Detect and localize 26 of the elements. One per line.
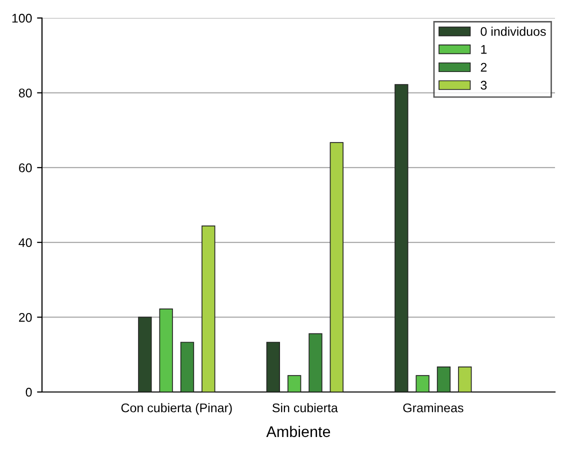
y-tick-label: 0 xyxy=(26,388,32,397)
bar xyxy=(138,316,152,392)
bar xyxy=(202,226,216,392)
bar xyxy=(416,375,430,392)
y-tick-label: 20 xyxy=(19,313,32,322)
legend-label: 1 xyxy=(481,45,487,54)
bar xyxy=(266,342,280,392)
x-axis-title: Ambiente xyxy=(266,426,330,438)
legend-label: 0 individuos xyxy=(480,26,546,36)
bar xyxy=(330,142,344,392)
bar xyxy=(159,308,173,392)
y-tick-label: 60 xyxy=(19,163,32,172)
y-tick-label: 40 xyxy=(18,238,32,248)
bar xyxy=(458,366,472,392)
x-tick-label: Con cubierta (Pinar) xyxy=(121,403,232,415)
x-tick-label: Sin cubierta xyxy=(272,403,338,412)
y-tick-label: 100 xyxy=(12,14,32,23)
bar xyxy=(394,84,408,392)
x-tick-label: Gramineas xyxy=(403,403,464,412)
legend-label: 3 xyxy=(480,80,487,90)
legend-label: 2 xyxy=(480,62,487,72)
bar xyxy=(180,342,194,392)
bar xyxy=(436,366,451,392)
bar xyxy=(308,333,322,392)
bar xyxy=(288,375,302,392)
y-tick-label: 80 xyxy=(18,88,32,98)
